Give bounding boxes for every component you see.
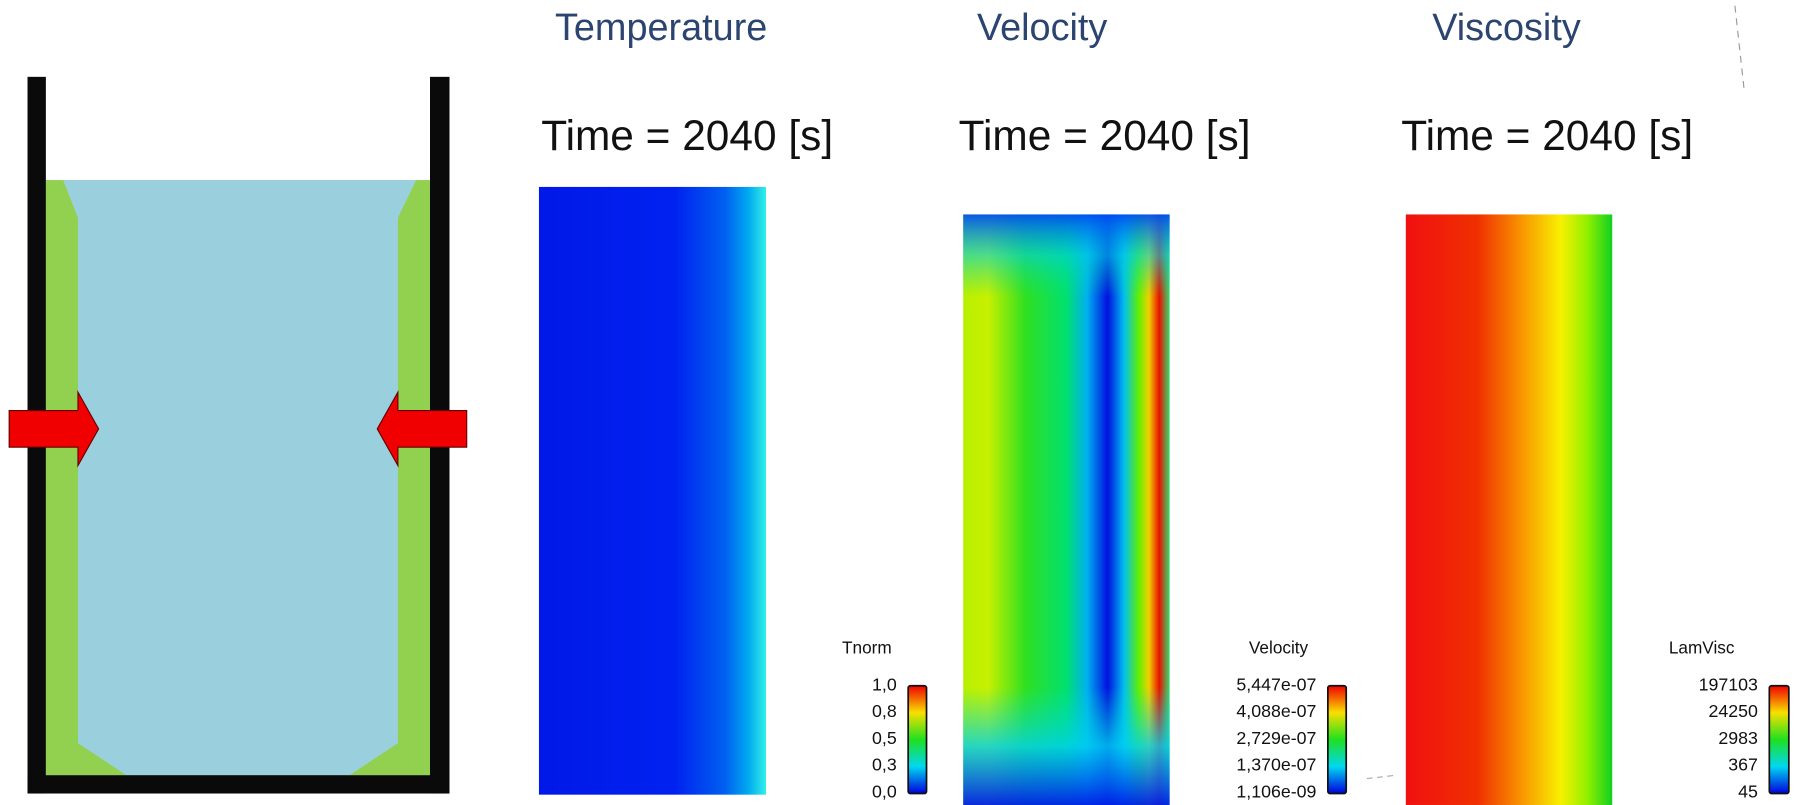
velocity-field-overlay	[963, 214, 1170, 805]
legend-label: 2983	[1718, 728, 1758, 748]
viscosity-field	[1405, 214, 1613, 805]
colorbar	[907, 684, 928, 795]
heading: Viscosity	[1432, 7, 1581, 49]
colorbar	[1326, 684, 1348, 795]
legend-title: LamVisc	[1669, 638, 1735, 658]
wall-bottom	[27, 775, 450, 794]
legend-label: 0,8	[872, 701, 897, 721]
legend-label: 367	[1728, 755, 1758, 775]
heading: Temperature	[555, 7, 767, 49]
legend-label: 5,447e-07	[1236, 674, 1316, 694]
legend-title: Velocity	[1249, 638, 1309, 658]
legend-label: 1,0	[872, 674, 897, 694]
colorbar	[1768, 684, 1790, 795]
legend-label: 197103	[1699, 674, 1758, 694]
legend-label: 1,370e-07	[1236, 755, 1316, 775]
time-label: Time = 2040 [s]	[1401, 112, 1693, 159]
temperature-field	[538, 186, 766, 795]
time-label: Time = 2040 [s]	[959, 112, 1251, 159]
heading: Velocity	[977, 7, 1107, 49]
legend-title: Tnorm	[842, 638, 892, 658]
legend-label: 0,0	[872, 781, 897, 801]
legend-label: 4,088e-07	[1236, 701, 1316, 721]
legend-label: 45	[1738, 781, 1758, 801]
dash	[1734, 5, 1745, 90]
legend-label: 0,5	[872, 728, 897, 748]
time-label: Time = 2040 [s]	[541, 112, 833, 159]
legend-label: 1,106e-09	[1236, 781, 1316, 801]
schematic	[8, 76, 468, 794]
dash	[1366, 774, 1397, 780]
arrow-right	[376, 389, 468, 468]
legend-label: 24250	[1708, 701, 1758, 721]
arrow-left	[8, 389, 100, 468]
liquid	[63, 180, 417, 776]
legend-label: 0,3	[872, 755, 897, 775]
legend-label: 2,729e-07	[1236, 728, 1316, 748]
